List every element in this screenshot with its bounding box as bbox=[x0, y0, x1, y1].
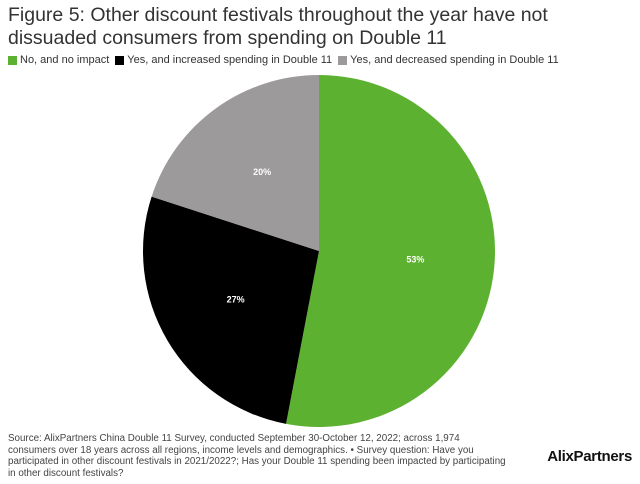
legend-label-decreased: Yes, and decreased spending in Double 11 bbox=[350, 54, 559, 66]
legend-label-increased: Yes, and increased spending in Double 11 bbox=[127, 54, 333, 66]
pie-slice-decreased bbox=[151, 75, 319, 251]
legend-swatch-increased bbox=[115, 55, 125, 65]
pie-labels: 53% 27% 20% bbox=[227, 167, 425, 305]
legend-swatch-decreased bbox=[338, 55, 348, 65]
source-note: Source: AlixPartners China Double 11 Sur… bbox=[8, 433, 506, 479]
chart-title: Figure 5: Other discount festivals throu… bbox=[8, 4, 548, 49]
pie-slice-increased bbox=[142, 196, 319, 424]
legend-item-decreased: Yes, and decreased spending in Double 11 bbox=[338, 54, 559, 66]
legend-item-increased: Yes, and increased spending in Double 11 bbox=[115, 54, 332, 66]
legend-item-no-impact: No, and no impact bbox=[8, 54, 109, 66]
legend-swatch-no-impact bbox=[8, 55, 17, 65]
legend-label-no-impact: No, and no impact bbox=[20, 54, 110, 66]
legend: No, and no impact Yes, and increased spe… bbox=[8, 54, 565, 66]
pie-label-increased: 27% bbox=[227, 295, 245, 305]
pie-label-decreased: 20% bbox=[253, 167, 271, 177]
pie-label-no-impact: 53% bbox=[406, 254, 424, 264]
pie-slice-no-impact bbox=[286, 75, 495, 427]
pie-slices bbox=[142, 75, 495, 427]
alixpartners-logo: AlixPartners bbox=[547, 448, 632, 465]
